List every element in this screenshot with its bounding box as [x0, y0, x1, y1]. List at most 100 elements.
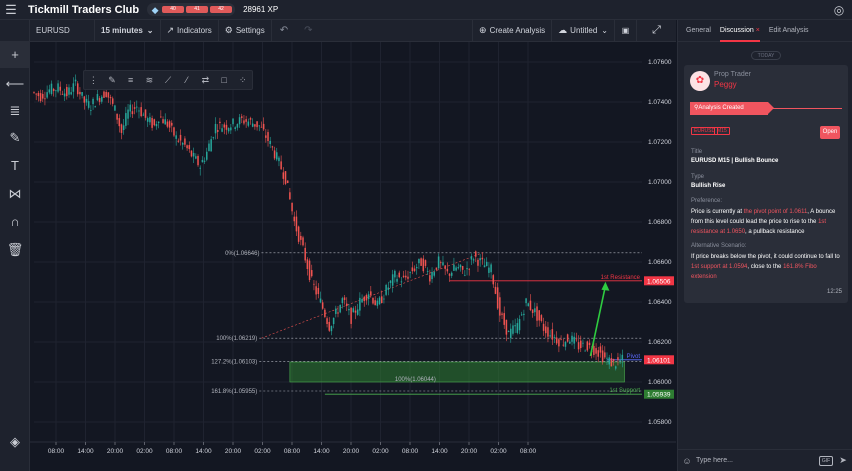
candle-body — [507, 330, 510, 333]
settings-label: Settings — [235, 26, 265, 35]
square-icon[interactable]: □ — [221, 75, 227, 85]
layers-icon[interactable]: ◈ — [10, 433, 20, 449]
horizontal-lines-icon[interactable]: ≣ — [9, 102, 21, 118]
candle-body — [446, 268, 449, 272]
chart-canvas[interactable]: 100%(1.06044) 0%(1.06646) 100%(1.06219) 127… — [30, 42, 676, 471]
globe-icon[interactable]: ◎ — [833, 3, 845, 17]
candle-body — [223, 124, 226, 128]
candle-body — [612, 358, 615, 362]
candle-body — [549, 335, 551, 337]
x-tick-label: 02:00 — [136, 448, 153, 455]
undo-icon[interactable]: ↶ — [279, 25, 289, 36]
text-icon[interactable]: T — [11, 158, 19, 173]
left-toolbar: + ⟵ ≣ ✎ T ⋈ ∩ 🗑 ◈ — [0, 20, 30, 471]
candle-body — [606, 357, 608, 359]
candle-body — [120, 124, 123, 133]
candle-body — [488, 267, 490, 273]
send-icon[interactable]: ➤ — [839, 455, 847, 465]
candle-body — [472, 259, 475, 261]
candle-body — [470, 256, 473, 260]
candle-body — [380, 296, 383, 304]
line-width-icon[interactable]: ⟋ — [164, 74, 172, 85]
x-tick-label: 20:00 — [343, 448, 360, 455]
candle-body — [46, 92, 48, 98]
pen-icon[interactable]: ✎ — [108, 74, 116, 85]
tab-edit-analysis[interactable]: Edit Analysis — [768, 26, 809, 34]
candle-body — [564, 341, 567, 347]
candle-body — [337, 312, 339, 314]
x-tick-label: 14:00 — [313, 448, 330, 455]
redo-icon[interactable]: ↷ — [304, 25, 313, 36]
line-style-icon[interactable]: ≋ — [145, 74, 154, 85]
projection-arrow — [589, 285, 607, 357]
candle-body — [197, 156, 199, 166]
candle-body — [300, 235, 302, 240]
title-value: EURUSD M15 | Bullish Bounce — [691, 158, 779, 164]
candle-body — [87, 101, 90, 108]
pattern-icon[interactable]: ⋈ — [8, 185, 22, 201]
candle-body — [162, 119, 164, 124]
emoji-icon[interactable]: ☺ — [682, 455, 692, 466]
y-tick-label: 1.06400 — [648, 299, 672, 306]
candle-body — [61, 93, 64, 95]
gif-button[interactable]: GIF — [819, 455, 833, 466]
message-input[interactable] — [696, 452, 819, 469]
candle-body — [269, 140, 271, 144]
clone-icon[interactable]: ⇄ — [201, 74, 210, 85]
trash-icon[interactable]: 🗑 — [6, 241, 24, 257]
more-icon[interactable]: ⁘ — [238, 74, 247, 85]
edit-icon[interactable]: ⁄ — [185, 75, 188, 85]
preference-label: Preference: — [691, 198, 723, 204]
crosshair-icon[interactable]: + — [0, 41, 30, 68]
indicators-button[interactable]: ↗ Indicators — [161, 19, 219, 42]
interval-selector[interactable]: 15 minutes ⌄ — [95, 19, 161, 42]
candle-body — [383, 298, 385, 300]
close-icon[interactable]: × — [755, 26, 760, 34]
candle-body — [496, 287, 499, 309]
candle-body — [184, 138, 186, 145]
author-name[interactable]: Peggy — [714, 80, 737, 89]
create-analysis-button[interactable]: ⊕ Create Analysis — [472, 19, 551, 42]
candle-body — [297, 226, 300, 242]
plus-circle-icon: ⊕ — [479, 25, 487, 35]
candle-body — [282, 172, 285, 179]
candle-body — [249, 118, 252, 120]
candle-body — [302, 237, 304, 246]
settings-button[interactable]: ⚙ Settings — [219, 19, 272, 42]
hamburger-menu-icon[interactable]: ☰ — [5, 1, 17, 17]
candle-body — [418, 258, 420, 264]
arrow-line-icon[interactable]: ⟵ — [5, 75, 25, 91]
location-pin-icon: ⚲ — [694, 105, 699, 111]
tab-discussion[interactable]: Discussion × — [719, 20, 760, 42]
candle-body — [553, 337, 556, 338]
candle-body — [90, 110, 92, 111]
resistance-price-text: 1.06506 — [647, 278, 671, 285]
fib-icon[interactable]: ≡ — [128, 75, 134, 85]
cloud-upload-icon: ☁ — [558, 25, 568, 35]
grid-layout-icon[interactable]: ▣ — [614, 19, 636, 42]
candle-body — [236, 124, 239, 128]
tab-general[interactable]: General — [686, 26, 711, 34]
candle-body — [391, 274, 394, 286]
candle-body — [398, 272, 401, 278]
candle-body — [142, 114, 145, 116]
highlight: 161.8% Fibo extension — [691, 264, 817, 280]
x-tick-label: 20:00 — [107, 448, 124, 455]
symbol-selector[interactable]: EURUSD — [30, 19, 95, 42]
layout-selector[interactable]: ☁ Untitled ⌄ — [551, 19, 614, 42]
brush-icon[interactable]: ✎ — [9, 129, 21, 145]
x-tick-label: 08:00 — [284, 448, 301, 455]
candle-body — [490, 264, 492, 273]
drag-handle-icon[interactable]: ⋮ — [88, 74, 98, 85]
candle-body — [293, 216, 296, 222]
status-ribbon: ⚲Analysis Created — [690, 102, 768, 115]
candle-body — [542, 323, 545, 331]
magnet-icon[interactable]: ∩ — [10, 214, 20, 229]
candle-body — [212, 137, 215, 139]
analysis-card: ✿ Prop Trader Peggy ⚲Analysis Created EU… — [684, 65, 848, 303]
candle-body — [422, 258, 425, 272]
price-chart[interactable]: 100%(1.06044) 0%(1.06646) 100%(1.06219) 127… — [30, 42, 676, 471]
fullscreen-icon[interactable]: ⤢ — [636, 19, 676, 42]
open-button[interactable]: Open — [820, 126, 840, 139]
candle-body — [562, 344, 565, 346]
